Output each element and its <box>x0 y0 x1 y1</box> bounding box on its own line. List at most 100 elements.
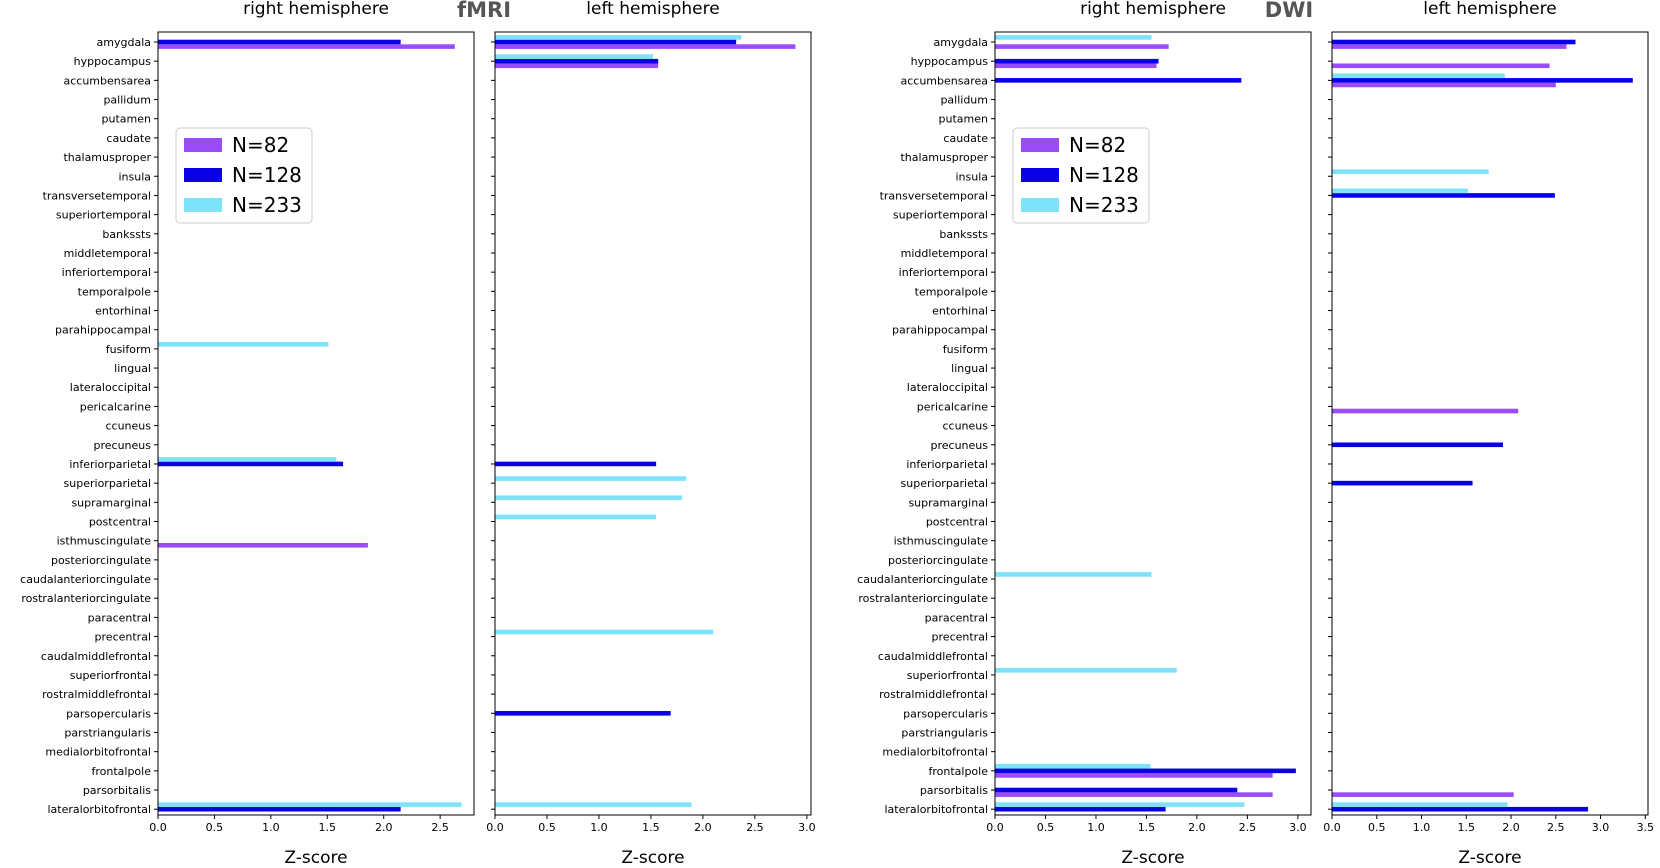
bar-parsorbitalis-n-128 <box>995 787 1238 793</box>
bar-amygdala-n-82 <box>1332 44 1567 49</box>
y-tick-label-caudalmiddlefrontal: caudalmiddlefrontal <box>41 650 151 663</box>
bar-amygdala-n-82 <box>158 44 455 49</box>
x-tick-label: 1.0 <box>590 821 608 834</box>
panel-title: right hemisphere <box>243 0 389 19</box>
y-tick-label-inferiorparietal: inferiorparietal <box>69 458 151 471</box>
bar-isthmuscingulate-n-82 <box>158 542 368 548</box>
bar-hyppocampus-n-82 <box>495 63 659 69</box>
dwi-group-title: DWI <box>1265 0 1313 22</box>
bar-hyppocampus-n-82 <box>995 63 1157 69</box>
bar-amygdala-n-128 <box>158 39 401 45</box>
y-tick-label-amygdala: amygdala <box>934 36 988 49</box>
bar-insula-n-233 <box>1332 169 1489 174</box>
y-tick-label-parahippocampal: parahippocampal <box>55 324 151 337</box>
panel-fmri-left-hemisphere: left hemisphere Z-score 0.0 0.5 1.0 1.5 2.0 2.5… <box>486 0 815 868</box>
y-tick-label-accumbensarea: accumbensarea <box>900 74 988 87</box>
bar-lateralorbitofrontal-n-233 <box>995 802 1245 807</box>
bar-frontalpole-n-233 <box>995 763 1151 769</box>
chart-panels: right hemisphere Z-score 0.0 0.5 1.0 1.5 2.0 2.… <box>20 0 1654 868</box>
y-tick-label-lingual: lingual <box>114 362 151 375</box>
panel-fmri-right-hemisphere: right hemisphere Z-score 0.0 0.5 1.0 1.5 2.0 2.… <box>20 0 475 868</box>
panel-title: right hemisphere <box>1080 0 1226 19</box>
bar-amygdala-n-82 <box>495 44 796 49</box>
y-tick-label-hyppocampus: hyppocampus <box>74 55 152 68</box>
x-tick-label: 0.5 <box>1368 821 1386 834</box>
x-tick-label: 1.0 <box>1087 821 1105 834</box>
y-tick-label-insula: insula <box>118 170 151 183</box>
y-tick-label-parsorbitalis: parsorbitalis <box>920 784 988 797</box>
bar-frontalpole-n-128 <box>995 768 1296 774</box>
bar-accumbensarea-n-82 <box>1332 82 1556 88</box>
legend-swatch-n-82 <box>184 138 222 152</box>
y-tick-label-superiorfrontal: superiorfrontal <box>907 669 988 682</box>
bar-lateralorbitofrontal-n-233 <box>495 802 692 807</box>
y-tick-label-entorhinal: entorhinal <box>932 305 988 318</box>
bar-inferiorparietal-n-128 <box>158 461 344 467</box>
x-tick-label: 2.0 <box>1502 821 1520 834</box>
x-tick-label: 0.5 <box>538 821 556 834</box>
bar-amygdala-n-128 <box>1332 39 1576 45</box>
y-tick-label-thalamusproper: thalamusproper <box>900 151 988 164</box>
axes-frame <box>1331 31 1649 816</box>
y-tick-label-isthmuscingulate: isthmuscingulate <box>894 535 989 548</box>
legend-swatch-n-233 <box>1021 198 1059 212</box>
x-tick-label: 0.5 <box>206 821 224 834</box>
bar-accumbensarea-n-233 <box>1332 73 1505 79</box>
fmri-group-title: fMRI <box>457 0 511 22</box>
x-tick-label: 0.0 <box>986 821 1004 834</box>
bar-transversetemporal-n-128 <box>1332 193 1555 198</box>
x-axis-label: Z-score <box>1458 848 1521 868</box>
bar-precentral-n-233 <box>495 629 714 635</box>
y-tick-label-accumbensarea: accumbensarea <box>63 74 151 87</box>
y-tick-label-lingual: lingual <box>951 362 988 375</box>
y-tick-label-lateralorbitofrontal: lateralorbitofrontal <box>885 803 989 816</box>
y-tick-label-medialorbitofrontal: medialorbitofrontal <box>45 746 151 759</box>
y-tick-label-insula: insula <box>955 170 988 183</box>
y-tick-label-pericalcarine: pericalcarine <box>80 400 152 413</box>
bar-superiorfrontal-n-233 <box>995 668 1177 673</box>
bar-caudalanteriorcingulate-n-233 <box>995 572 1152 577</box>
legend-label-n-233: N=233 <box>232 193 302 217</box>
bar-amygdala-n-82 <box>995 44 1169 49</box>
legend-label-n-82: N=82 <box>232 133 289 157</box>
y-tick-label-ccuneus: ccuneus <box>942 420 988 433</box>
bar-accumbensarea-n-128 <box>1332 78 1633 83</box>
legend: N=82 N=128 N=233 <box>175 127 313 224</box>
y-tick-label-rostralmiddlefrontal: rostralmiddlefrontal <box>42 688 151 701</box>
legend-swatch-n-233 <box>184 198 222 212</box>
x-tick-label: 1.5 <box>642 821 660 834</box>
y-tick-label-inferiorparietal: inferiorparietal <box>906 458 988 471</box>
y-tick-label-middletemporal: middletemporal <box>901 247 988 260</box>
y-tick-label-rostralmiddlefrontal: rostralmiddlefrontal <box>879 688 988 701</box>
y-tick-label-posteriorcingulate: posteriorcingulate <box>888 554 988 567</box>
y-tick-label-ccuneus: ccuneus <box>105 420 151 433</box>
bar-lateralorbitofrontal-n-233 <box>1332 802 1508 807</box>
y-tick-label-caudate: caudate <box>943 132 988 145</box>
bar-superiorparietal-n-233 <box>495 476 687 481</box>
x-tick-label: 3.0 <box>1289 821 1307 834</box>
y-tick-label-caudate: caudate <box>106 132 151 145</box>
x-axis-label: Z-score <box>284 848 347 868</box>
y-tick-label-posteriorcingulate: posteriorcingulate <box>51 554 151 567</box>
y-tick-label-transversetemporal: transversetemporal <box>43 189 151 202</box>
y-tick-label-paracentral: paracentral <box>925 611 988 624</box>
y-tick-label-hyppocampus: hyppocampus <box>911 55 989 68</box>
bar-hyppocampus-n-82 <box>1332 63 1550 69</box>
y-tick-label-precuneus: precuneus <box>94 439 152 452</box>
y-tick-label-superiorparietal: superiorparietal <box>64 477 151 490</box>
y-tick-label-middletemporal: middletemporal <box>64 247 151 260</box>
panel-title: left hemisphere <box>1423 0 1556 19</box>
legend-label-n-128: N=128 <box>232 163 302 187</box>
y-tick-label-precuneus: precuneus <box>931 439 989 452</box>
legend-swatch-n-128 <box>184 168 222 182</box>
x-tick-label: 3.0 <box>1592 821 1610 834</box>
y-tick-label-fusiform: fusiform <box>106 343 151 356</box>
y-tick-label-amygdala: amygdala <box>97 36 151 49</box>
y-tick-label-lateralorbitofrontal: lateralorbitofrontal <box>48 803 152 816</box>
x-tick-label: 1.0 <box>1413 821 1431 834</box>
y-tick-label-precentral: precentral <box>932 631 988 644</box>
x-tick-label: 2.5 <box>1547 821 1565 834</box>
bar-amygdala-n-233 <box>495 35 742 40</box>
y-tick-label-caudalanteriorcingulate: caudalanteriorcingulate <box>857 573 988 586</box>
bar-parsopercularis-n-128 <box>495 711 671 716</box>
